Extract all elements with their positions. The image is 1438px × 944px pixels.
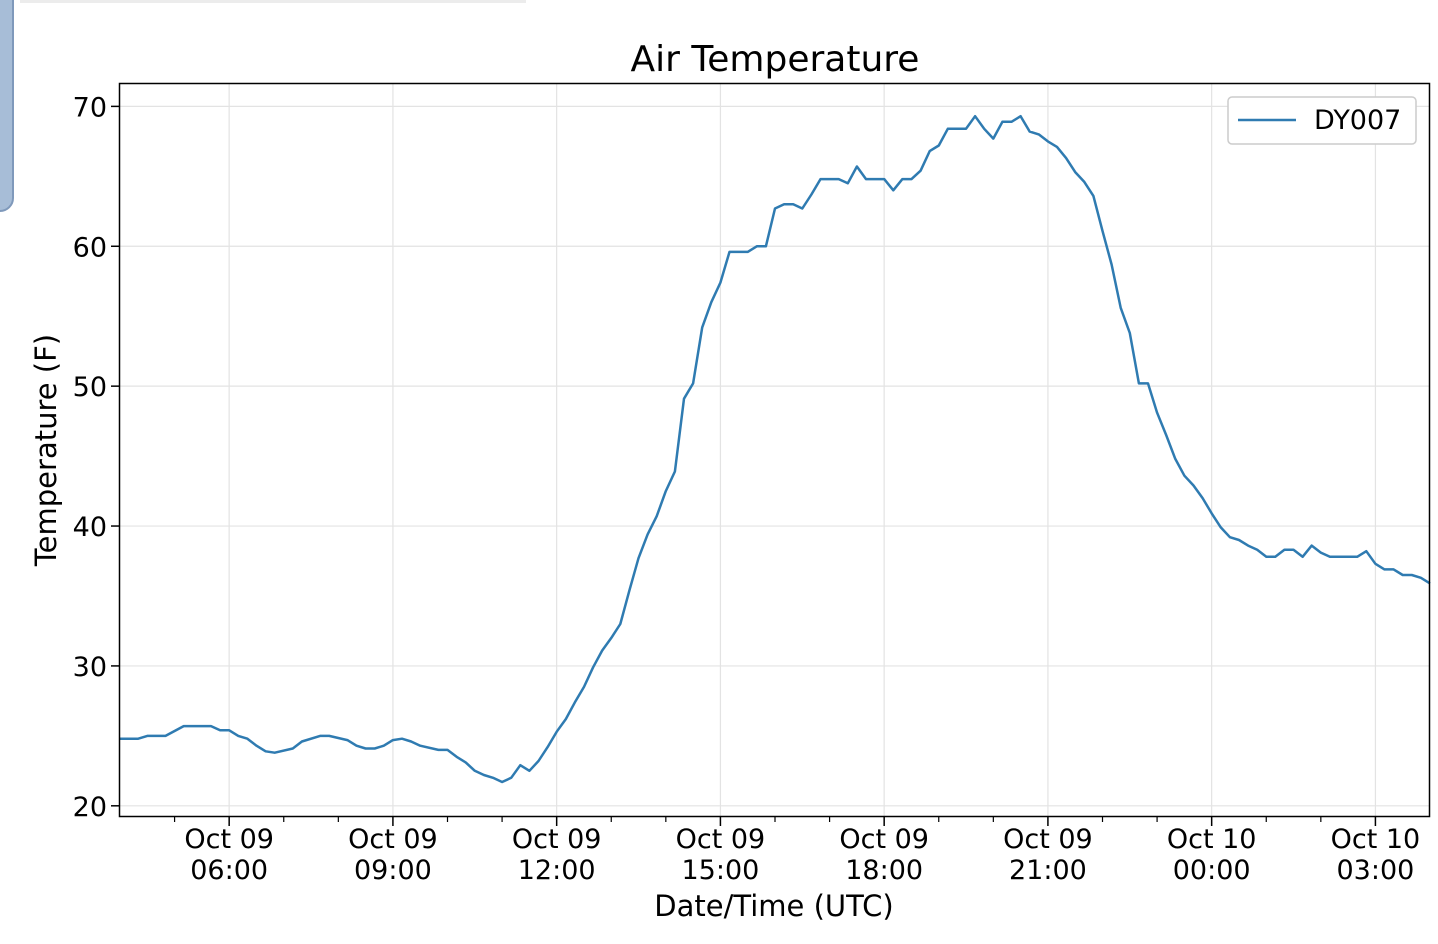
y-tick-label: 40 bbox=[73, 512, 107, 543]
x-tick-label-time: 21:00 bbox=[1009, 855, 1087, 886]
x-axis-label: Date/Time (UTC) bbox=[654, 889, 893, 923]
y-tick-label: 70 bbox=[73, 92, 107, 123]
legend: DY007 bbox=[1227, 96, 1417, 145]
x-tick-label-date: Oct 09 bbox=[184, 824, 274, 855]
y-axis-ticks: 20 30 40 50 60 70 bbox=[73, 92, 120, 823]
x-tick-label-time: 06:00 bbox=[190, 855, 268, 886]
legend-label: DY007 bbox=[1314, 105, 1401, 136]
grid bbox=[120, 84, 1430, 817]
x-tick-label-time: 15:00 bbox=[682, 855, 760, 886]
x-tick-label-date: Oct 09 bbox=[512, 824, 602, 855]
series-layer bbox=[120, 114, 1431, 784]
chart-title: Air Temperature bbox=[631, 39, 920, 80]
x-tick-label-date: Oct 10 bbox=[1167, 824, 1257, 855]
x-tick-label-date: Oct 09 bbox=[1003, 824, 1093, 855]
legend-box bbox=[1227, 96, 1417, 145]
x-tick-label-date: Oct 10 bbox=[1331, 824, 1421, 855]
x-tick-label-date: Oct 09 bbox=[676, 824, 766, 855]
x-tick-label-time: 00:00 bbox=[1173, 855, 1251, 886]
x-tick-label-time: 03:00 bbox=[1337, 855, 1415, 886]
top-panel-strip bbox=[20, 0, 526, 3]
y-axis-label: Temperature (F) bbox=[29, 334, 63, 567]
x-tick-label-time: 18:00 bbox=[845, 855, 923, 886]
series-line-dy007 bbox=[120, 114, 1431, 784]
x-tick-label-date: Oct 09 bbox=[348, 824, 438, 855]
x-tick-label-date: Oct 09 bbox=[839, 824, 929, 855]
y-tick-label: 50 bbox=[73, 372, 107, 403]
y-tick-label: 20 bbox=[73, 792, 107, 823]
x-tick-label-time: 12:00 bbox=[518, 855, 596, 886]
x-tick-label-time: 09:00 bbox=[354, 855, 432, 886]
y-tick-label: 30 bbox=[73, 652, 107, 683]
y-tick-label: 60 bbox=[73, 232, 107, 263]
plot-frame bbox=[118, 82, 1431, 818]
